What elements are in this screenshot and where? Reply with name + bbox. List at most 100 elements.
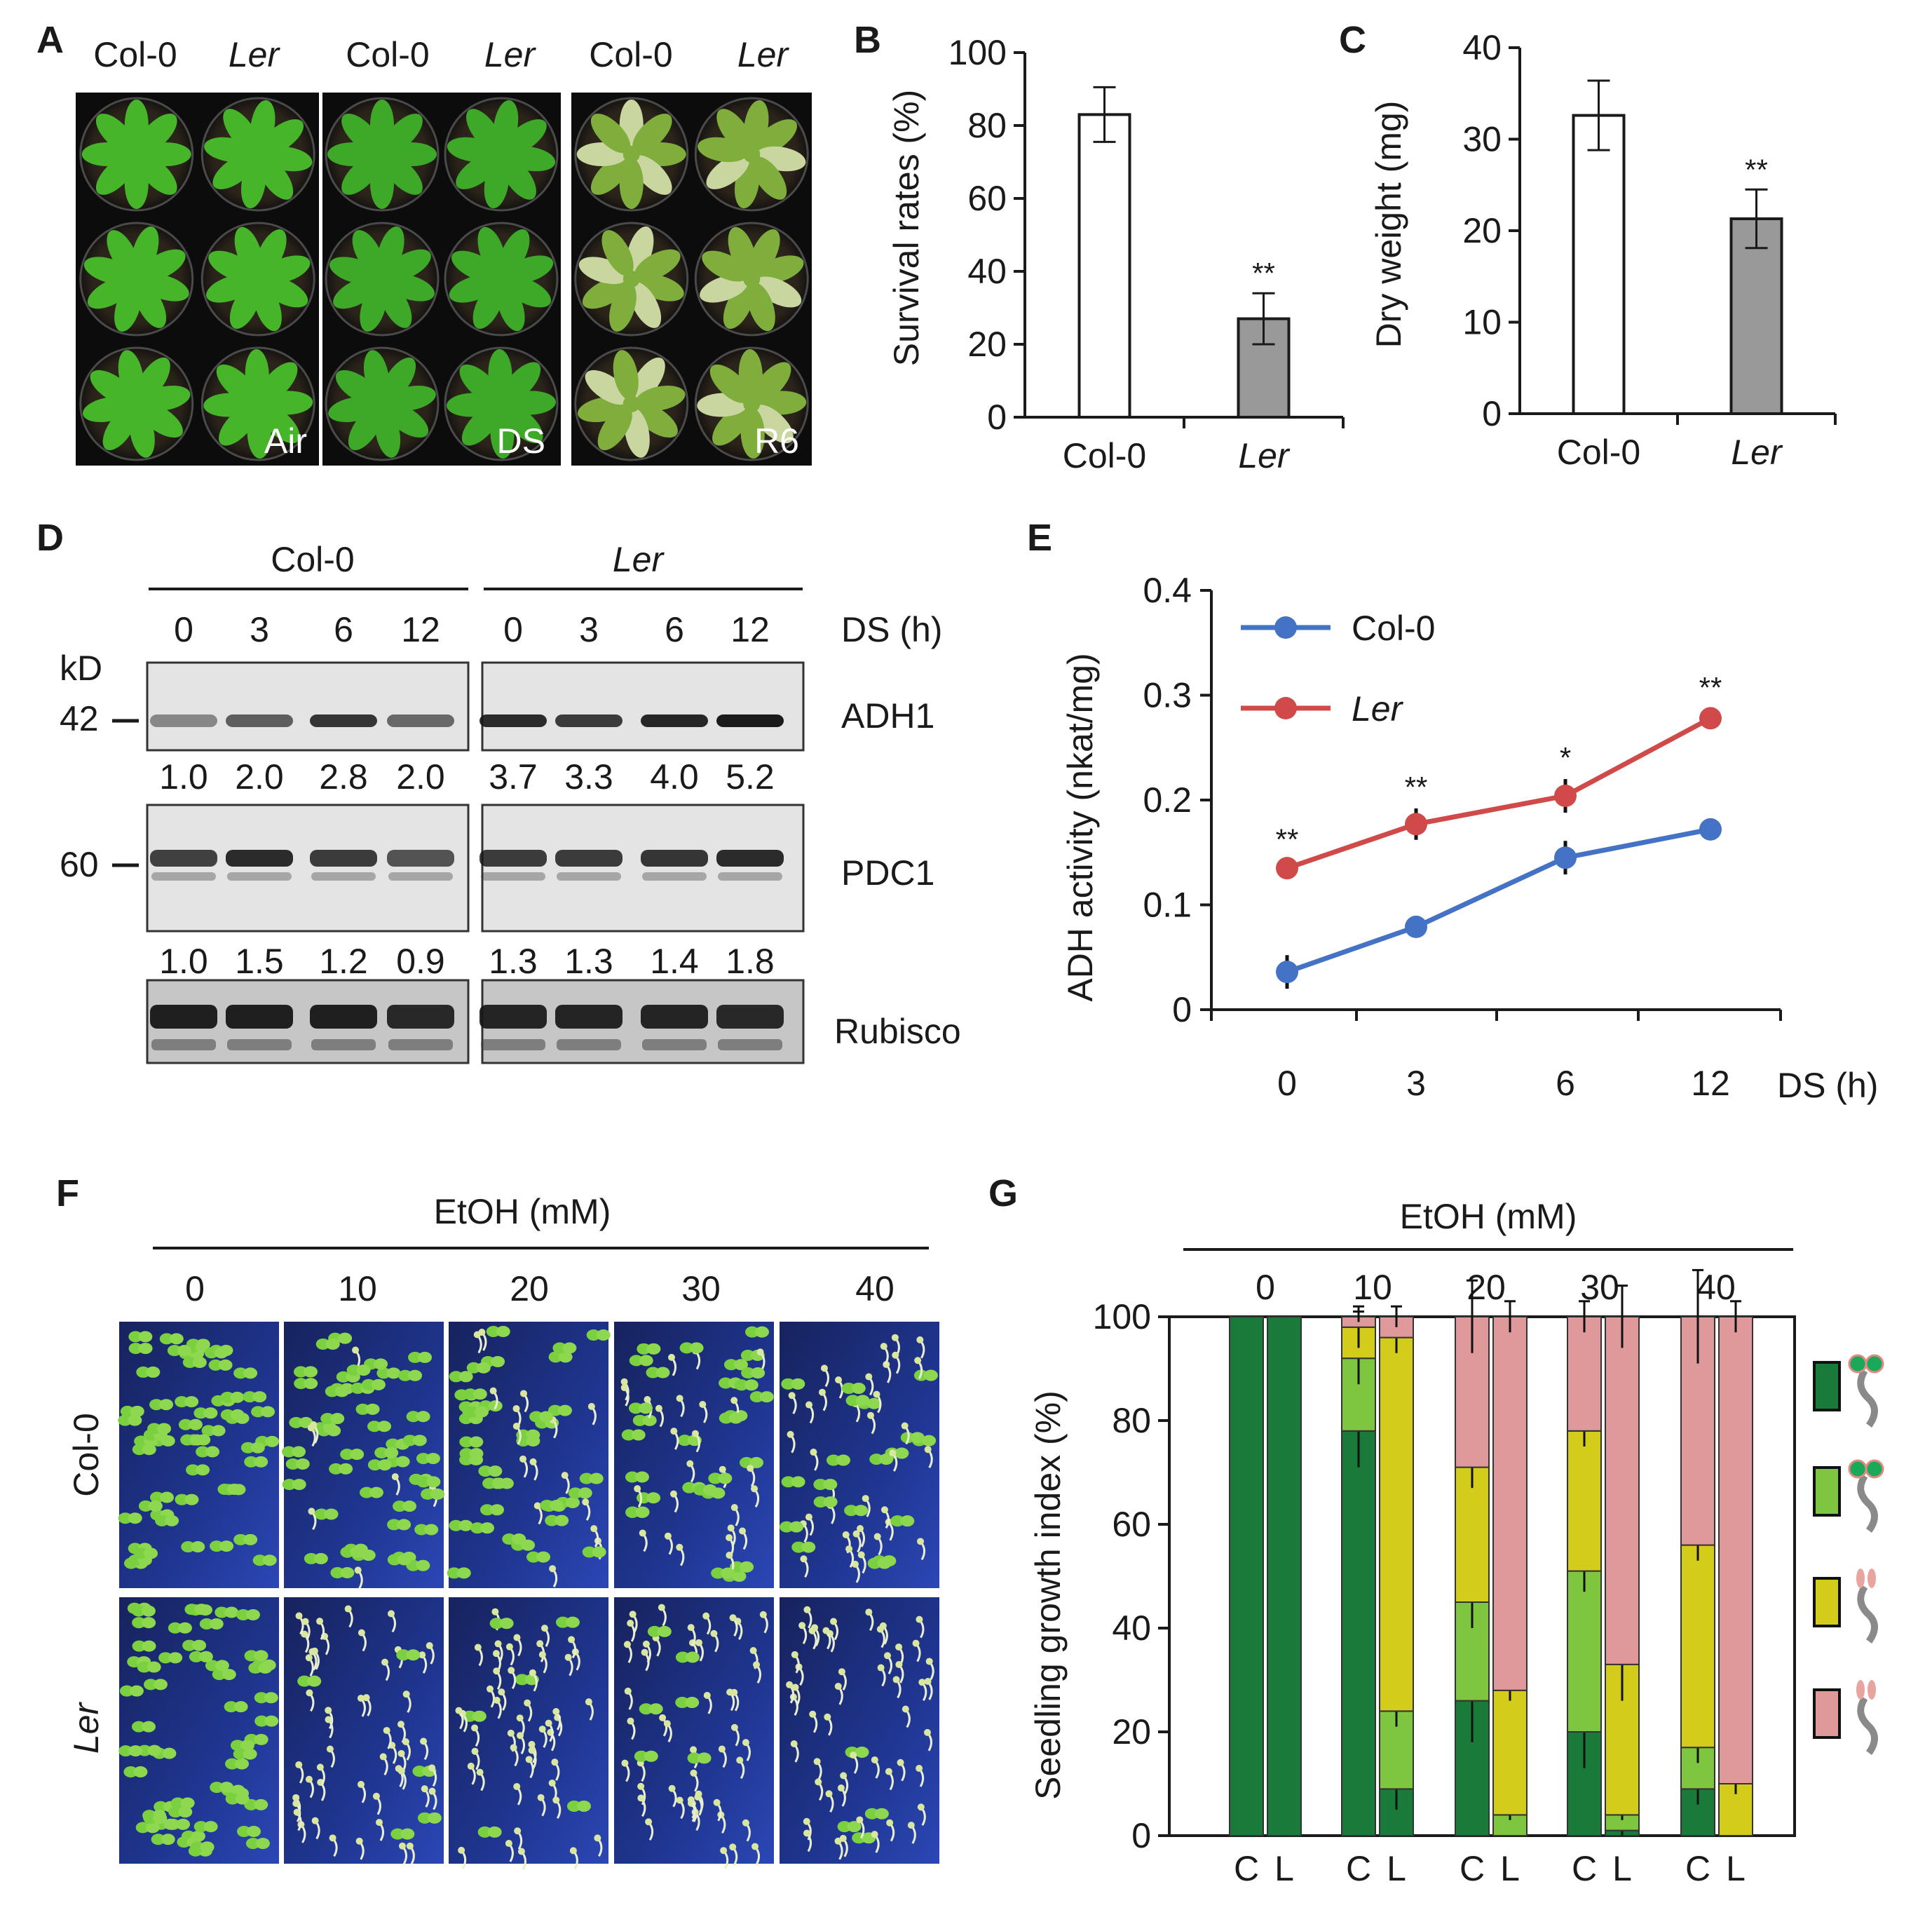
significance-mark: ** (1252, 257, 1275, 290)
cotyledon (416, 1453, 430, 1465)
cotyledon (490, 1504, 505, 1516)
seedling-plate (614, 1322, 774, 1588)
cotyledon (325, 1338, 340, 1350)
data-point-col-0 (1276, 961, 1298, 984)
data-point-col-0 (1699, 818, 1722, 841)
seedling-head (719, 1465, 726, 1473)
seedling-head (834, 1837, 842, 1845)
seedling-head (536, 1640, 544, 1648)
plant-photos (76, 93, 812, 466)
seedling-head (548, 1779, 556, 1787)
seedling-head (402, 1691, 410, 1698)
cotyledon (472, 1388, 487, 1400)
seedling-head (455, 1707, 463, 1714)
cotyledon (330, 1567, 345, 1579)
cotyledon (646, 1492, 661, 1504)
seedling-head (476, 1768, 484, 1776)
seedling-head (742, 1819, 749, 1827)
cotyledon (355, 1403, 370, 1415)
y-tick-label: 0.4 (1143, 571, 1192, 610)
y-tick-label: 0 (987, 398, 1007, 437)
seedling-head (620, 1378, 628, 1385)
seedling-head (519, 1390, 527, 1397)
cotyledon (412, 1766, 427, 1777)
cotyledon (464, 1406, 479, 1418)
cotyledon (642, 1414, 657, 1426)
panel-e-y-axis-label: ADH activity (nkat/mg) (1061, 653, 1100, 1001)
seedling-head (644, 1396, 651, 1404)
cotyledon (408, 1351, 423, 1363)
cotyledon (340, 1567, 355, 1579)
cotyledon (474, 1406, 489, 1418)
panel-a-col-1-label: Col-0 (93, 35, 177, 74)
seedling-head (889, 1449, 897, 1457)
cotyledon (488, 1465, 503, 1477)
cotyledon (325, 1385, 339, 1397)
cotyledon (190, 1841, 205, 1853)
cotyledon (638, 1402, 653, 1414)
seedling-plate (614, 1597, 774, 1869)
cotyledon (864, 1808, 879, 1820)
seedling-head (379, 1753, 387, 1761)
rosette-center (623, 146, 640, 163)
seedling-head (357, 1695, 365, 1702)
cotyledon (141, 1605, 156, 1617)
cotyledon (159, 1333, 174, 1345)
cotyledon (127, 1656, 142, 1668)
plant-pot (694, 222, 809, 337)
cotyledon (682, 1482, 697, 1493)
concentration-label: 30 (681, 1269, 721, 1308)
dry-weight-chart: 0 10 20 30 40 Col-0 ** Ler (1462, 28, 1837, 472)
seedling-head (489, 1387, 497, 1395)
cotyledon (184, 1493, 199, 1505)
cotyledon (157, 1423, 172, 1435)
rosette-center (374, 395, 390, 412)
cotyledon (823, 1479, 838, 1491)
cotyledon (177, 1622, 192, 1634)
seedling-head (637, 1782, 645, 1790)
seedling-head (916, 1615, 923, 1623)
cotyledon (153, 1813, 168, 1824)
seedling-head (811, 1624, 819, 1632)
cotyledon (449, 1371, 463, 1383)
blot-band-lower (718, 1039, 782, 1050)
cotyledon (243, 1533, 258, 1545)
cotyledon (147, 1661, 161, 1673)
seedling-head (810, 1449, 817, 1456)
seedling-head (292, 1800, 300, 1808)
cotyledon (200, 1841, 215, 1853)
cotyledon (592, 1546, 606, 1558)
blot-band (226, 850, 293, 867)
seedling-head (895, 1643, 903, 1651)
pdc1-value: 1.5 (235, 942, 284, 981)
cotyledon (220, 1391, 235, 1403)
blot-band-lower (642, 872, 707, 881)
blot-band (479, 714, 547, 727)
cotyledon (181, 1541, 196, 1553)
y-tick-label: 0 (1131, 1816, 1151, 1855)
cotyledon (168, 1652, 183, 1664)
seedling-head (751, 1485, 758, 1493)
cotyledon (515, 1674, 529, 1686)
seedling-head (329, 1834, 336, 1842)
seedling-head (703, 1691, 711, 1699)
seedling-head (788, 1392, 796, 1400)
cotyledon (261, 1406, 275, 1418)
cotyledon (384, 1446, 399, 1458)
cotyledon (204, 1347, 219, 1359)
cotyledon (386, 1367, 401, 1379)
seedling-plate (449, 1597, 608, 1871)
seedling-head (512, 1404, 520, 1412)
panel-g: EtOH (mM) 0 10 20 30 40 Seedling growth inde… (1028, 1197, 1884, 1888)
cotyledon (487, 1826, 502, 1838)
panel-c-y-axis-label: Dry weight (mg) (1369, 101, 1408, 348)
cotyledon (836, 1454, 850, 1466)
cotyledon (469, 1436, 484, 1448)
cotyledon (697, 1752, 712, 1764)
cotyledon (294, 1366, 308, 1378)
adh1-value: 3.3 (564, 757, 613, 797)
cotyledon (687, 1752, 702, 1764)
cotyledon (482, 1477, 497, 1489)
seedling-head (713, 1798, 721, 1806)
